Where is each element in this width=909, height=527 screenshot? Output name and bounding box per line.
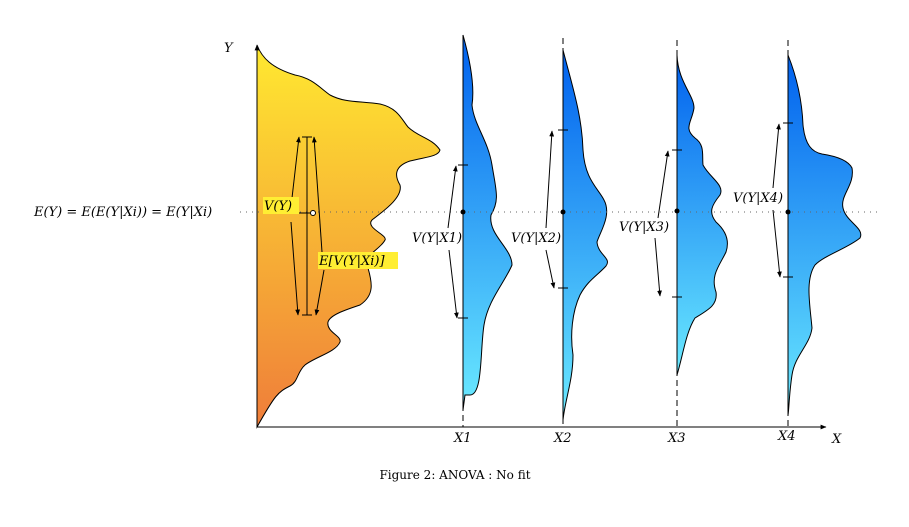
figure-caption: Figure 2: ANOVA : No fit bbox=[379, 468, 530, 482]
x-tick-label-x2: X2 bbox=[553, 431, 572, 446]
conditional-distribution-x1 bbox=[462, 34, 513, 411]
conditional-distribution-x2 bbox=[562, 49, 608, 421]
x-axis-label: X bbox=[831, 432, 842, 447]
variance-arrow-up bbox=[291, 136, 301, 199]
group-mean-x1 bbox=[460, 209, 466, 215]
group-variance-label-x2: V(Y|X2) bbox=[511, 231, 561, 246]
variance-arrow-down bbox=[290, 221, 300, 316]
group-variance-label-x4: V(Y|X4) bbox=[733, 191, 783, 206]
conditional-distribution-x3 bbox=[676, 54, 728, 376]
marginal-distribution bbox=[256, 44, 441, 429]
mean-marker bbox=[310, 210, 316, 216]
x-tick-label-x3: X3 bbox=[667, 431, 686, 446]
expected-variance-label: E[V(Y|Xi)] bbox=[318, 254, 385, 269]
group-mean-x3 bbox=[674, 208, 680, 214]
group-mean-x4 bbox=[785, 209, 791, 215]
y-axis-label: Y bbox=[224, 41, 234, 56]
group-variance-label-x3: V(Y|X3) bbox=[619, 220, 669, 235]
conditional-distribution-x4 bbox=[787, 54, 862, 416]
group-variance-label-x1: V(Y|X1) bbox=[412, 231, 462, 246]
x-tick-label-x1: X1 bbox=[453, 431, 472, 446]
group-mean-x2 bbox=[560, 209, 566, 215]
total-variance-label: V(Y) bbox=[264, 199, 292, 214]
x-tick-label-x4: X4 bbox=[777, 429, 796, 444]
mean-equation: E(Y) = E(E(Y|Xi)) = E(Y|Xi) bbox=[33, 205, 212, 220]
